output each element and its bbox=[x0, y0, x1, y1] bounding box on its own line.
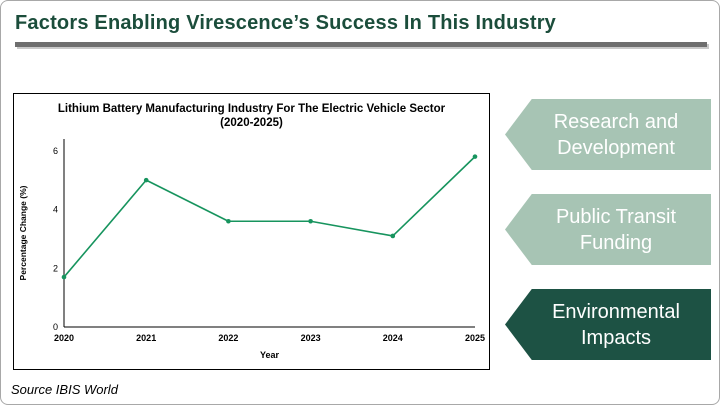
y-tick-label: 2 bbox=[53, 263, 58, 273]
chart-subtitle: (2020-2025) bbox=[220, 117, 283, 130]
y-tick-label: 4 bbox=[53, 204, 58, 214]
data-point bbox=[143, 177, 149, 183]
data-point bbox=[226, 218, 231, 224]
slide-title: Factors Enabling Virescence’s Success In… bbox=[15, 12, 556, 34]
title-underline bbox=[15, 42, 707, 47]
factor-label: Public Transit Funding bbox=[555, 205, 677, 254]
data-point bbox=[390, 233, 396, 238]
factor-label: Environmental Impacts bbox=[552, 300, 680, 349]
line-chart-svg: 0 2 4 6 2020 2021 2022 2023 2024 2025 Year Percenta… bbox=[18, 138, 485, 360]
y-tick-label: 0 bbox=[53, 322, 58, 332]
x-tick-label: 2024 bbox=[383, 333, 403, 343]
data-point bbox=[308, 218, 313, 224]
x-tick-label: 2021 bbox=[136, 333, 156, 343]
factor-arrow-environmental-impacts: Environmental Impacts bbox=[505, 289, 711, 360]
chart-container: Lithium Battery Manufacturing Industry F… bbox=[13, 93, 490, 370]
source-note: Source IBIS World bbox=[11, 382, 118, 397]
factor-list: Research and Development Public Transit … bbox=[505, 99, 711, 384]
x-axis-label: Year bbox=[260, 350, 280, 360]
data-point bbox=[472, 154, 478, 159]
x-tick-label: 2022 bbox=[218, 333, 238, 343]
x-tick-label: 2025 bbox=[465, 333, 485, 343]
x-tick-label: 2020 bbox=[54, 333, 74, 343]
factor-label: Research and Development bbox=[553, 110, 679, 159]
factor-arrow-public-transit-funding: Public Transit Funding bbox=[505, 194, 711, 265]
y-axis-label: Percentage Change (%) bbox=[18, 185, 28, 280]
factor-arrow-research-and-development: Research and Development bbox=[505, 99, 711, 170]
data-point bbox=[61, 274, 67, 280]
y-tick-label: 6 bbox=[53, 146, 58, 156]
x-tick-label: 2023 bbox=[301, 333, 321, 343]
series-line bbox=[63, 155, 476, 278]
chart-title: Lithium Battery Manufacturing Industry F… bbox=[57, 103, 446, 115]
